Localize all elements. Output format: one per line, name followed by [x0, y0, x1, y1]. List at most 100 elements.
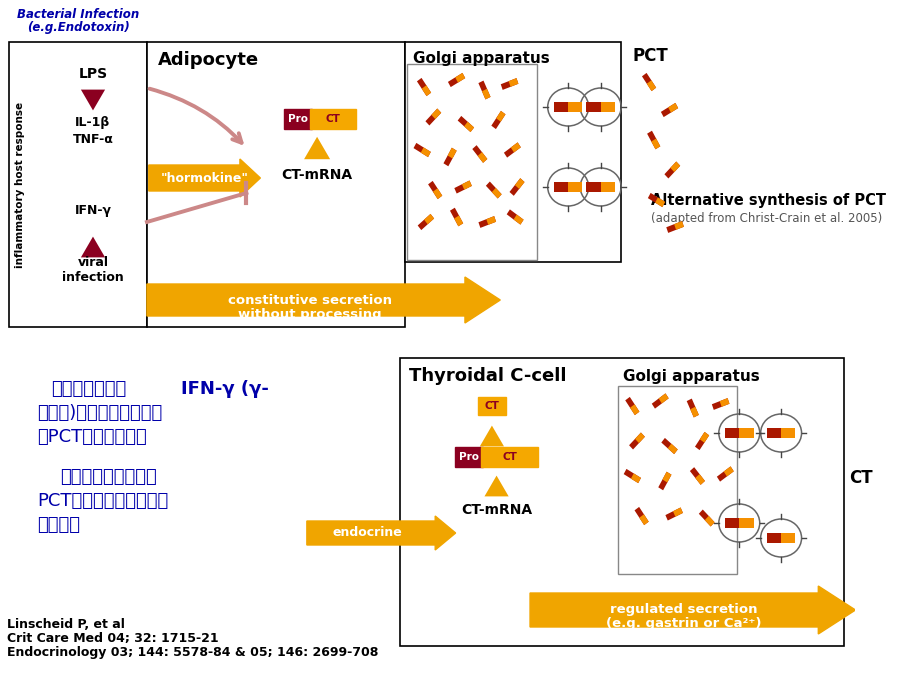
Polygon shape — [484, 475, 508, 496]
Polygon shape — [463, 121, 473, 132]
FancyBboxPatch shape — [405, 42, 620, 262]
Polygon shape — [491, 111, 505, 129]
Polygon shape — [420, 148, 430, 157]
Polygon shape — [492, 188, 501, 199]
Text: viral
infection: viral infection — [62, 256, 124, 284]
Text: 在病毒感染时，: 在病毒感染时， — [51, 380, 126, 398]
Polygon shape — [739, 518, 753, 529]
Text: 制PCT的激活及产生: 制PCT的激活及产生 — [37, 428, 147, 446]
Polygon shape — [600, 181, 615, 193]
Polygon shape — [421, 86, 431, 96]
FancyArrow shape — [147, 277, 500, 323]
Polygon shape — [665, 221, 683, 233]
Polygon shape — [711, 398, 729, 410]
Polygon shape — [454, 215, 462, 226]
Text: PCT: PCT — [631, 47, 667, 65]
Text: Bacterial Infection: Bacterial Infection — [17, 8, 139, 21]
Polygon shape — [449, 208, 462, 226]
FancyBboxPatch shape — [310, 109, 356, 129]
Polygon shape — [482, 89, 490, 99]
Polygon shape — [455, 73, 465, 83]
FancyBboxPatch shape — [9, 42, 147, 327]
Text: Adipocyte: Adipocyte — [158, 51, 259, 69]
Text: CT: CT — [484, 401, 499, 411]
Text: Pro: Pro — [459, 452, 478, 462]
Polygon shape — [485, 181, 501, 199]
FancyBboxPatch shape — [618, 386, 737, 574]
Text: Endocrinology 03; 144: 5578-84 & 05; 146: 2699-708: Endocrinology 03; 144: 5578-84 & 05; 146… — [7, 646, 379, 659]
Polygon shape — [457, 116, 473, 132]
Polygon shape — [780, 533, 795, 543]
Text: endocrine: endocrine — [332, 526, 402, 540]
Text: PCT的浓度将会保持在较: PCT的浓度将会保持在较 — [37, 492, 168, 510]
Polygon shape — [716, 466, 733, 482]
FancyBboxPatch shape — [454, 447, 482, 467]
Polygon shape — [509, 178, 524, 196]
Polygon shape — [585, 181, 615, 193]
Polygon shape — [724, 518, 753, 529]
Polygon shape — [585, 102, 615, 112]
Polygon shape — [495, 111, 505, 121]
Polygon shape — [661, 438, 677, 454]
Polygon shape — [478, 81, 490, 99]
Polygon shape — [766, 533, 795, 543]
FancyBboxPatch shape — [478, 397, 505, 415]
Polygon shape — [664, 507, 682, 520]
Polygon shape — [600, 102, 615, 112]
Polygon shape — [780, 428, 795, 438]
Polygon shape — [641, 73, 655, 91]
Polygon shape — [478, 216, 495, 228]
Text: inflammatory host response: inflammatory host response — [15, 101, 25, 268]
Text: CT-mRNA: CT-mRNA — [281, 168, 352, 182]
Text: CT: CT — [848, 469, 872, 487]
Text: CT: CT — [502, 452, 516, 462]
FancyArrow shape — [307, 516, 455, 550]
Polygon shape — [81, 90, 105, 110]
Polygon shape — [699, 432, 709, 443]
Polygon shape — [664, 161, 679, 179]
Polygon shape — [694, 432, 709, 450]
Polygon shape — [477, 152, 487, 163]
Polygon shape — [568, 181, 582, 193]
Polygon shape — [454, 181, 471, 193]
Polygon shape — [639, 514, 648, 525]
Polygon shape — [515, 178, 524, 189]
Polygon shape — [660, 103, 677, 117]
Polygon shape — [695, 474, 704, 485]
Text: IFN-γ: IFN-γ — [74, 204, 111, 217]
Text: IFN-γ (γ-: IFN-γ (γ- — [181, 380, 269, 398]
Polygon shape — [506, 209, 523, 225]
Polygon shape — [431, 108, 441, 119]
Polygon shape — [739, 428, 753, 438]
Polygon shape — [658, 393, 668, 404]
Polygon shape — [674, 221, 683, 230]
FancyBboxPatch shape — [400, 358, 844, 646]
Polygon shape — [646, 80, 655, 91]
Polygon shape — [662, 472, 671, 482]
Polygon shape — [448, 148, 456, 159]
Polygon shape — [513, 215, 523, 225]
Polygon shape — [634, 507, 648, 525]
Text: TNF-α: TNF-α — [73, 132, 113, 146]
Text: LPS: LPS — [78, 67, 108, 81]
FancyArrow shape — [149, 159, 260, 197]
Polygon shape — [704, 516, 714, 526]
Text: Golgi apparatus: Golgi apparatus — [413, 50, 549, 66]
Text: Golgi apparatus: Golgi apparatus — [622, 368, 759, 384]
Polygon shape — [698, 509, 714, 526]
Polygon shape — [651, 139, 660, 149]
Text: Crit Care Med 04; 32: 1715-21: Crit Care Med 04; 32: 1715-21 — [7, 632, 219, 645]
Polygon shape — [417, 214, 434, 230]
FancyBboxPatch shape — [147, 42, 405, 327]
Polygon shape — [673, 507, 682, 517]
Polygon shape — [568, 102, 582, 112]
Polygon shape — [471, 145, 487, 163]
Text: 干扰素)大量产生，将会抑: 干扰素)大量产生，将会抑 — [37, 404, 163, 422]
Polygon shape — [553, 102, 582, 112]
Text: (e.g. gastrin or Ca²⁺): (e.g. gastrin or Ca²⁺) — [605, 618, 760, 631]
Polygon shape — [647, 193, 664, 207]
Text: constitutive secretion: constitutive secretion — [227, 293, 391, 306]
Polygon shape — [629, 433, 644, 449]
Polygon shape — [658, 472, 671, 491]
Polygon shape — [630, 404, 639, 415]
